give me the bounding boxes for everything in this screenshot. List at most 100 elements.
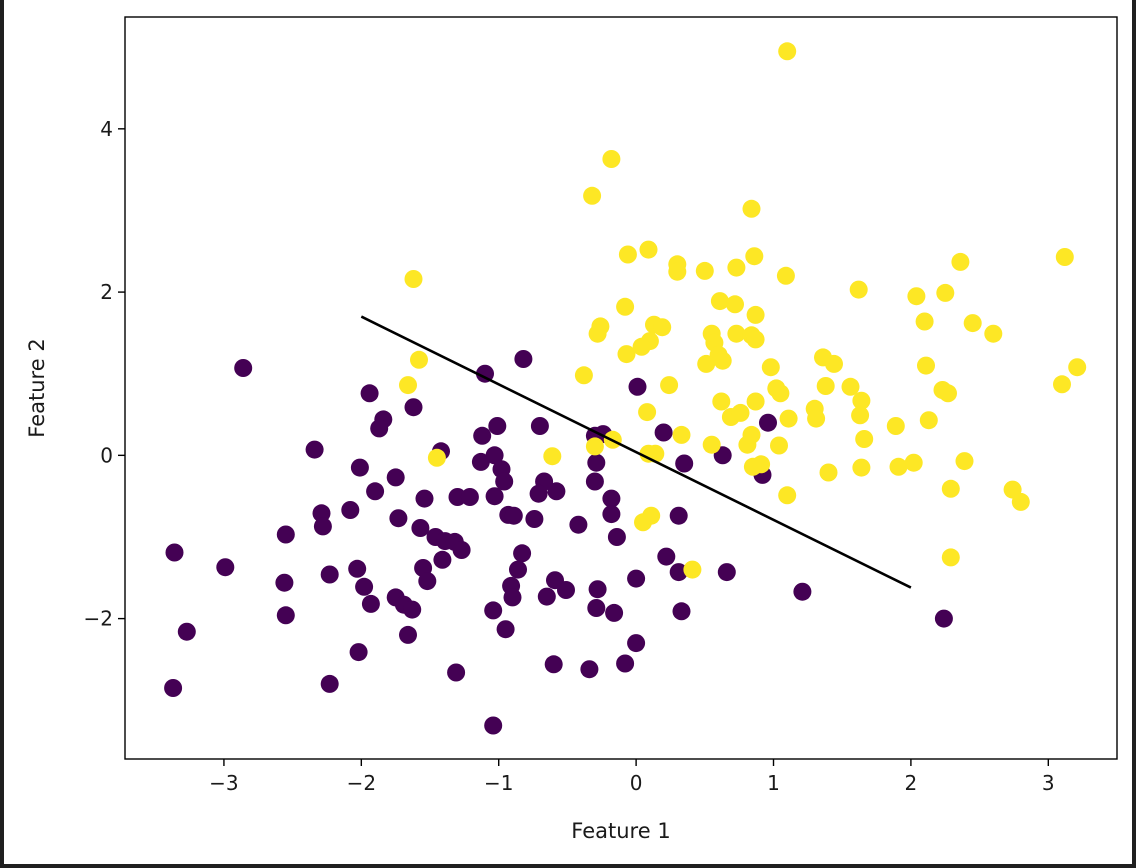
point-class-0-66 bbox=[403, 600, 422, 619]
point-class-1-49 bbox=[712, 392, 731, 411]
x-tick-label: −2 bbox=[347, 771, 376, 795]
point-class-0-76 bbox=[509, 560, 527, 579]
point-class-0-33 bbox=[389, 509, 408, 528]
point-class-0-51 bbox=[602, 505, 621, 524]
point-class-1-47 bbox=[574, 366, 593, 385]
point-class-0-1 bbox=[360, 384, 379, 403]
point-class-1-28 bbox=[710, 292, 729, 311]
points-layer bbox=[164, 42, 1087, 735]
point-class-0-63 bbox=[361, 594, 380, 613]
point-class-0-59 bbox=[348, 559, 367, 578]
point-class-1-55 bbox=[779, 409, 798, 428]
point-class-1-57 bbox=[841, 377, 860, 396]
point-class-1-85 bbox=[904, 453, 923, 472]
point-class-0-58 bbox=[216, 558, 235, 577]
point-class-0-12 bbox=[488, 417, 507, 435]
point-class-1-84 bbox=[889, 457, 908, 476]
point-class-1-67 bbox=[1053, 375, 1071, 394]
point-class-1-11 bbox=[745, 247, 764, 266]
point-class-1-16 bbox=[951, 252, 970, 271]
point-class-1-41 bbox=[963, 314, 982, 333]
point-class-1-48 bbox=[660, 376, 679, 395]
point-class-0-21 bbox=[587, 453, 606, 472]
point-class-1-59 bbox=[807, 409, 826, 428]
point-class-1-43 bbox=[917, 356, 935, 375]
point-class-1-64 bbox=[919, 411, 938, 430]
point-class-0-91 bbox=[627, 634, 646, 653]
point-class-1-44 bbox=[1068, 358, 1087, 377]
point-class-0-35 bbox=[411, 519, 430, 537]
point-class-1-1 bbox=[602, 150, 621, 168]
ticks-layer: −3 −2 −1 0 1 2 3 −2 0 2 4 bbox=[84, 117, 1055, 795]
point-class-1-5 bbox=[618, 245, 637, 264]
point-class-0-78 bbox=[503, 588, 522, 607]
point-class-1-66 bbox=[939, 384, 957, 403]
point-class-0-20 bbox=[547, 482, 566, 501]
point-class-0-47 bbox=[504, 506, 523, 525]
point-class-0-84 bbox=[544, 655, 563, 674]
point-class-1-32 bbox=[746, 330, 765, 349]
point-class-0-96 bbox=[793, 582, 812, 601]
point-class-0-49 bbox=[569, 515, 588, 534]
point-class-0-36 bbox=[448, 488, 467, 506]
point-class-0-41 bbox=[433, 550, 452, 569]
point-class-1-37 bbox=[761, 358, 780, 377]
point-class-1-0 bbox=[778, 42, 797, 61]
point-class-0-27 bbox=[675, 454, 694, 473]
point-class-0-16 bbox=[495, 472, 514, 491]
point-class-0-8 bbox=[350, 458, 369, 477]
point-class-1-60 bbox=[851, 406, 870, 425]
point-class-0-6 bbox=[514, 350, 533, 368]
point-class-1-30 bbox=[727, 324, 746, 343]
plot-frame bbox=[124, 16, 1118, 760]
point-class-0-55 bbox=[313, 517, 332, 536]
point-class-0-5 bbox=[476, 364, 494, 383]
point-class-0-56 bbox=[276, 525, 295, 544]
point-class-0-42 bbox=[452, 541, 471, 559]
point-class-1-13 bbox=[849, 280, 868, 299]
point-class-0-73 bbox=[447, 663, 466, 682]
point-class-0-19 bbox=[529, 484, 548, 503]
point-class-1-81 bbox=[743, 457, 762, 476]
point-class-1-29 bbox=[726, 295, 744, 314]
x-axis-title: Feature 1 bbox=[571, 819, 670, 843]
point-class-0-62 bbox=[275, 573, 294, 592]
y-tick-label: −2 bbox=[84, 607, 113, 631]
point-class-0-22 bbox=[585, 472, 604, 491]
point-class-0-3 bbox=[370, 419, 389, 438]
point-class-1-42 bbox=[984, 324, 1003, 343]
x-tick-label: 3 bbox=[1042, 771, 1055, 795]
point-class-1-56 bbox=[816, 377, 835, 395]
point-class-1-24 bbox=[632, 337, 651, 356]
point-class-0-50 bbox=[602, 489, 621, 508]
y-axis-title: Feature 2 bbox=[25, 338, 49, 437]
point-class-0-37 bbox=[460, 488, 479, 506]
point-class-1-75 bbox=[543, 447, 562, 466]
point-class-1-40 bbox=[915, 312, 934, 331]
point-class-1-92 bbox=[642, 506, 661, 525]
point-class-0-48 bbox=[525, 510, 544, 528]
point-class-0-69 bbox=[177, 622, 196, 641]
point-class-0-53 bbox=[669, 506, 688, 525]
point-class-1-2 bbox=[583, 186, 602, 205]
point-class-0-82 bbox=[484, 601, 503, 620]
point-class-1-39 bbox=[825, 354, 843, 373]
point-class-1-74 bbox=[427, 448, 446, 467]
point-class-1-68 bbox=[638, 403, 657, 422]
decision-boundary-line bbox=[360, 315, 912, 589]
point-class-1-19 bbox=[588, 324, 607, 343]
point-class-1-36 bbox=[697, 354, 716, 373]
line-layer bbox=[360, 315, 912, 589]
point-class-1-4 bbox=[404, 270, 423, 288]
point-class-1-89 bbox=[1011, 492, 1030, 511]
figure: −3 −2 −1 0 1 2 3 −2 0 2 4 Feature 1 Feature 2 bbox=[4, 0, 1132, 864]
point-class-0-85 bbox=[580, 660, 599, 679]
point-class-0-88 bbox=[605, 603, 624, 622]
point-class-0-97 bbox=[934, 609, 953, 628]
point-class-1-22 bbox=[653, 318, 672, 337]
point-class-1-51 bbox=[731, 403, 750, 422]
x-tick-label: 2 bbox=[905, 771, 918, 795]
point-class-1-87 bbox=[941, 479, 960, 498]
point-class-0-31 bbox=[341, 501, 360, 519]
point-class-1-10 bbox=[727, 258, 746, 277]
